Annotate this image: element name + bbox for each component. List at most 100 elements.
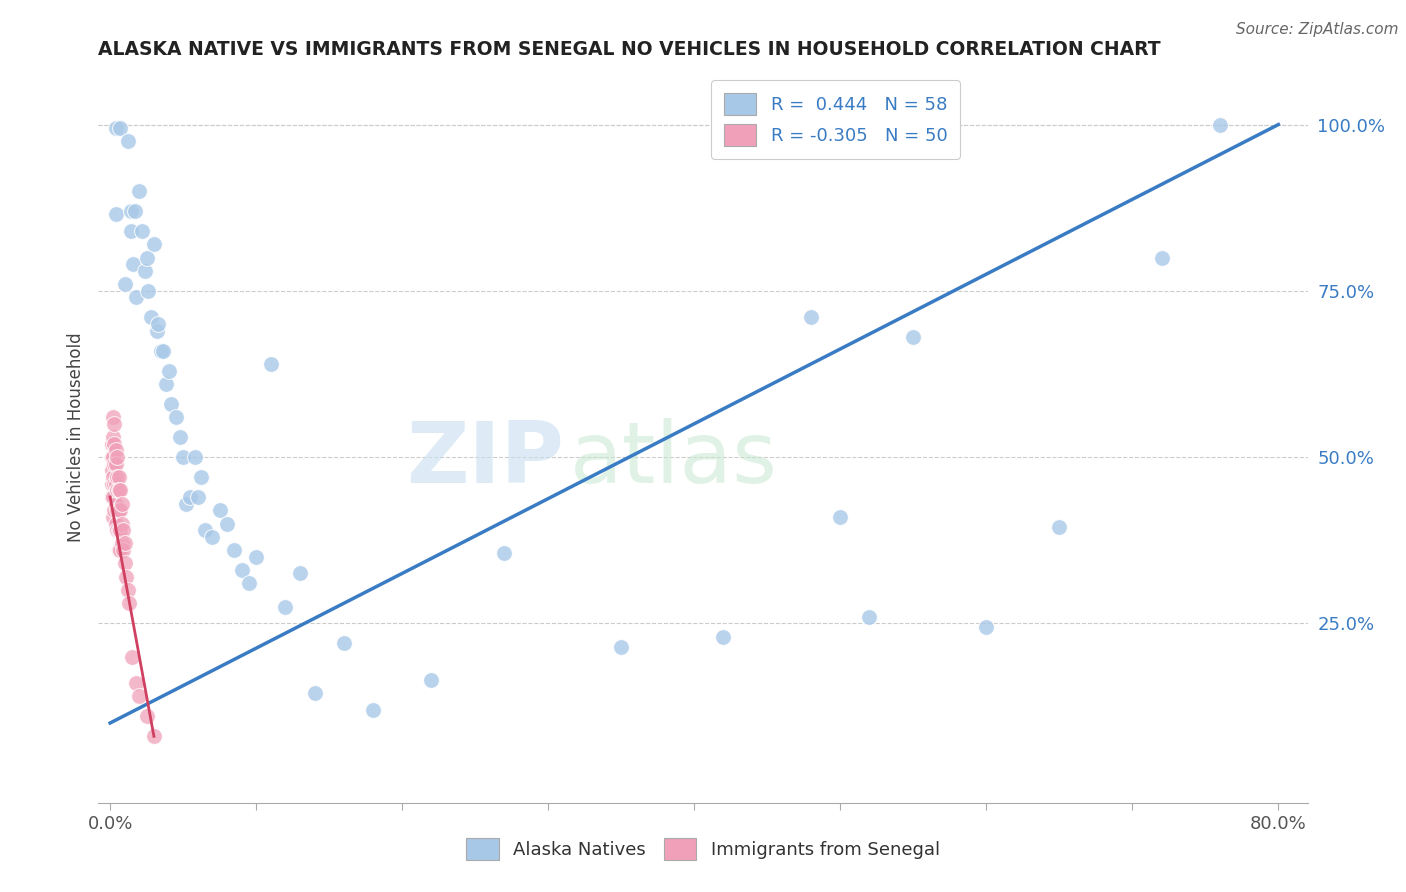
Point	[858, 609, 880, 624]
Point	[114, 557, 136, 571]
Point	[1150, 251, 1173, 265]
Point	[231, 563, 253, 577]
Point	[139, 310, 162, 325]
Point	[160, 397, 183, 411]
Point	[142, 237, 165, 252]
Point	[128, 690, 150, 704]
Point	[245, 549, 267, 564]
Point	[142, 729, 165, 743]
Point	[172, 450, 194, 464]
Point	[104, 443, 127, 458]
Point	[135, 251, 157, 265]
Point	[108, 543, 131, 558]
Point	[288, 566, 311, 581]
Point	[108, 483, 131, 498]
Point	[118, 596, 141, 610]
Point	[208, 503, 231, 517]
Point	[124, 204, 146, 219]
Point	[107, 503, 129, 517]
Text: ZIP: ZIP	[406, 417, 564, 500]
Point	[101, 430, 124, 444]
Point	[104, 120, 127, 135]
Point	[101, 450, 124, 464]
Point	[110, 543, 132, 558]
Point	[108, 523, 131, 537]
Point	[974, 619, 997, 633]
Point	[420, 673, 443, 687]
Point	[114, 277, 136, 292]
Point	[201, 530, 224, 544]
Point	[713, 630, 735, 644]
Point	[101, 470, 124, 484]
Point	[152, 343, 174, 358]
Point	[224, 543, 246, 558]
Point	[104, 516, 127, 531]
Point	[100, 490, 122, 504]
Point	[194, 523, 217, 537]
Point	[104, 207, 127, 221]
Point	[100, 436, 122, 450]
Point	[104, 457, 127, 471]
Point	[215, 516, 238, 531]
Point	[103, 436, 125, 450]
Point	[304, 686, 326, 700]
Point	[111, 497, 134, 511]
Point	[174, 497, 197, 511]
Point	[107, 470, 129, 484]
Point	[110, 120, 132, 135]
Point	[107, 523, 129, 537]
Point	[136, 284, 159, 298]
Point	[169, 430, 191, 444]
Point	[903, 330, 925, 344]
Point	[155, 376, 177, 391]
Point	[103, 417, 125, 431]
Point	[800, 310, 823, 325]
Point	[125, 676, 148, 690]
Point	[830, 509, 852, 524]
Point	[128, 184, 150, 198]
Point	[361, 703, 384, 717]
Point	[110, 503, 132, 517]
Point	[148, 317, 170, 331]
Point	[1209, 118, 1232, 132]
Point	[1047, 520, 1070, 534]
Point	[260, 357, 283, 371]
Point	[111, 516, 134, 531]
Point	[103, 476, 125, 491]
Point	[134, 264, 156, 278]
Point	[157, 363, 180, 377]
Point	[146, 324, 169, 338]
Point	[107, 483, 129, 498]
Point	[120, 224, 142, 238]
Point	[187, 490, 209, 504]
Point	[190, 470, 212, 484]
Point	[100, 450, 122, 464]
Point	[494, 546, 516, 560]
Point	[184, 450, 207, 464]
Text: Source: ZipAtlas.com: Source: ZipAtlas.com	[1236, 22, 1399, 37]
Point	[103, 457, 125, 471]
Point	[110, 483, 132, 498]
Point	[104, 497, 127, 511]
Point	[103, 503, 125, 517]
Text: atlas: atlas	[569, 417, 778, 500]
Legend: Alaska Natives, Immigrants from Senegal: Alaska Natives, Immigrants from Senegal	[458, 830, 948, 867]
Point	[120, 204, 142, 219]
Point	[165, 410, 187, 425]
Point	[108, 503, 131, 517]
Point	[107, 450, 129, 464]
Point	[125, 290, 148, 304]
Point	[115, 570, 138, 584]
Point	[150, 343, 173, 358]
Point	[117, 134, 139, 148]
Point	[332, 636, 354, 650]
Point	[101, 410, 124, 425]
Point	[122, 257, 145, 271]
Point	[135, 709, 157, 723]
Point	[101, 509, 124, 524]
Point	[110, 523, 132, 537]
Text: ALASKA NATIVE VS IMMIGRANTS FROM SENEGAL NO VEHICLES IN HOUSEHOLD CORRELATION CH: ALASKA NATIVE VS IMMIGRANTS FROM SENEGAL…	[98, 39, 1161, 59]
Point	[101, 490, 124, 504]
Point	[112, 543, 135, 558]
Point	[100, 476, 122, 491]
